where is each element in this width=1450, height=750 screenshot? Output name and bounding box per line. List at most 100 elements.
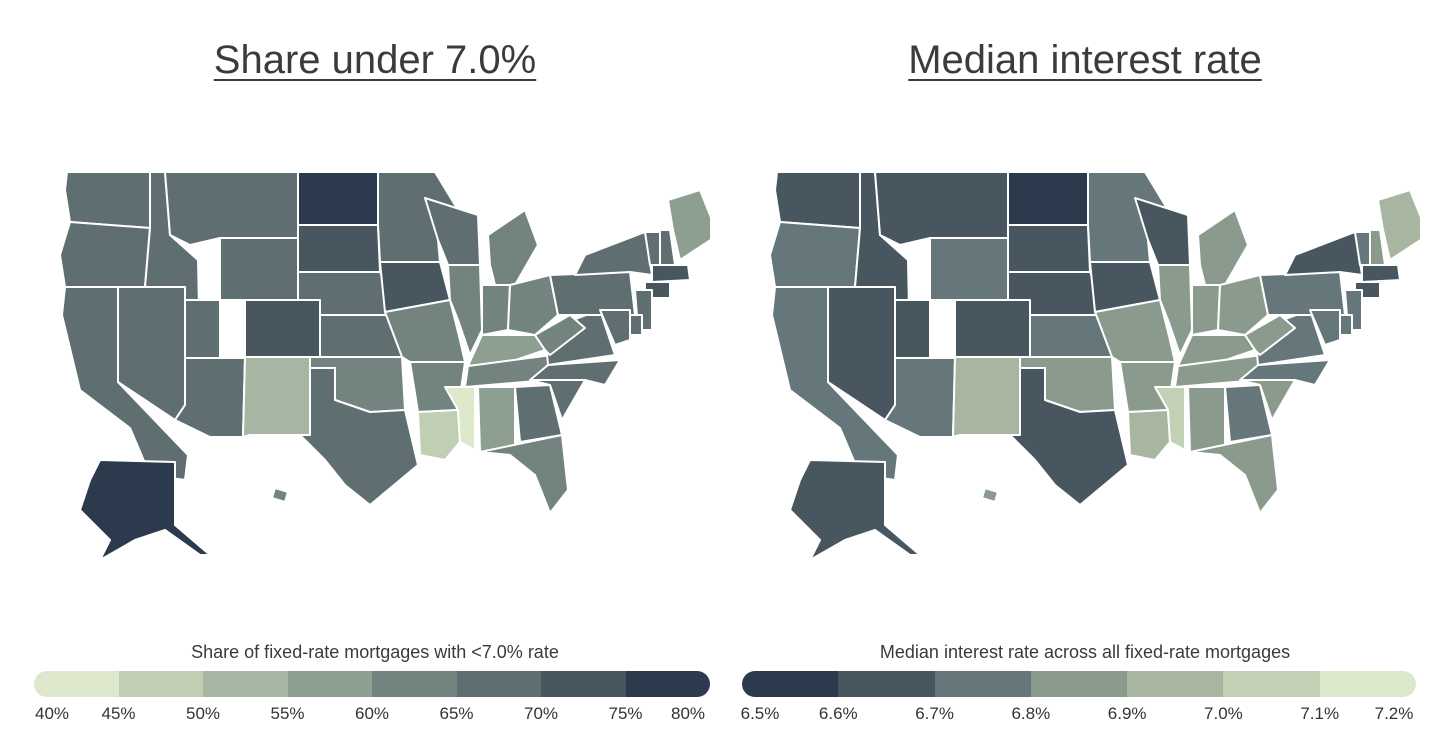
state-ak (789, 459, 921, 561)
state-oh (1217, 274, 1269, 336)
scale-swatch (1030, 671, 1128, 697)
state-al (1187, 386, 1226, 453)
scale-tick-label: 7.0% (1204, 704, 1243, 723)
map-title: Share under 7.0% (213, 38, 537, 82)
scale-swatch (838, 671, 935, 697)
state-pa (549, 271, 636, 316)
state-tx (249, 367, 419, 506)
scale-swatch (1223, 671, 1320, 697)
state-wv (1244, 314, 1296, 356)
state-wa (774, 171, 861, 229)
state-nc (529, 359, 621, 386)
scale-tick-label: 80% (670, 704, 706, 723)
state-md (599, 309, 631, 346)
scale-tick-label: 6.7% (915, 704, 954, 723)
scale-swatch (287, 671, 372, 697)
state-tx (959, 367, 1129, 506)
state-ky (467, 334, 546, 367)
state-la (1127, 409, 1171, 461)
state-md (1309, 309, 1341, 346)
state-wv (534, 314, 586, 356)
state-wa (64, 171, 151, 229)
scale-tick-label: 75% (608, 704, 643, 723)
state-ak (79, 459, 211, 561)
state-nh (1369, 229, 1386, 266)
state-wy (929, 237, 1009, 301)
scale-swatch (203, 671, 288, 697)
scale-tick-label: 6.6% (818, 704, 858, 723)
state-me (667, 189, 719, 261)
scale-swatch (934, 671, 1031, 697)
state-fl (1189, 434, 1279, 514)
scale-tick-label: 40% (34, 704, 70, 723)
state-ut (184, 299, 246, 361)
state-de (1339, 314, 1353, 336)
state-nd (297, 171, 379, 226)
state-in (481, 284, 511, 336)
scale-swatch (742, 671, 839, 697)
state-ut (894, 299, 956, 361)
scale-swatch (456, 671, 541, 697)
scale-tick-label: 70% (523, 704, 559, 723)
state-mi (487, 209, 539, 286)
scale-swatch (541, 671, 626, 697)
scale-swatch (118, 671, 203, 697)
state-hi (981, 487, 999, 503)
state-me (1377, 189, 1429, 261)
scale-tick-label: 7.2% (1374, 704, 1414, 723)
state-al (477, 386, 516, 453)
state-az (174, 357, 246, 438)
state-wy (219, 237, 299, 301)
state-de (629, 314, 643, 336)
state-ms (1154, 386, 1186, 451)
scale-tick-label: 55% (270, 704, 305, 723)
state-nd (1007, 171, 1089, 226)
us-choropleth-map (750, 150, 1429, 575)
state-pa (1259, 271, 1346, 316)
state-fl (479, 434, 569, 514)
scale-swatch (1319, 671, 1416, 697)
state-mt (874, 171, 1009, 246)
state-co (244, 299, 321, 358)
scale-tick-label: 65% (439, 704, 474, 723)
rate-panel: Median interest rate Median interest rat… (730, 0, 1440, 750)
state-la (417, 409, 461, 461)
state-ms (444, 386, 476, 451)
scale-tick-label: 45% (101, 704, 136, 723)
state-hi (271, 487, 289, 503)
color-scale-ticks: 6.5% 6.6% 6.7% 6.8% 6.9% 7.0% 7.1% 7.2% (740, 704, 1416, 728)
state-mi (1197, 209, 1249, 286)
state-ma (651, 264, 691, 283)
state-co (954, 299, 1031, 358)
state-ma (1361, 264, 1401, 283)
scale-tick-label: 60% (354, 704, 390, 723)
state-ny (574, 231, 653, 276)
state-nc (1239, 359, 1331, 386)
scale-tick-label: 50% (185, 704, 221, 723)
state-sd (297, 224, 381, 273)
state-oh (507, 274, 559, 336)
state-mt (164, 171, 299, 246)
scale-tick-label: 6.9% (1107, 704, 1147, 723)
state-sd (1007, 224, 1091, 273)
state-ny (1284, 231, 1363, 276)
state-il (1157, 264, 1193, 356)
state-in (1191, 284, 1221, 336)
legend-title: Share of fixed-rate mortgages with <7.0%… (191, 642, 559, 662)
scale-tick-label: 7.1% (1300, 704, 1340, 723)
state-az (884, 357, 956, 438)
scale-swatch (372, 671, 457, 697)
color-scale-ticks: 40% 45% 50% 55% 60% 65% 70% 75% 80% (34, 704, 710, 728)
state-nm (952, 356, 1021, 438)
map-svg (59, 171, 719, 561)
scale-swatch (1127, 671, 1224, 697)
color-scale-bar (34, 671, 710, 697)
map-title: Median interest rate (908, 38, 1262, 82)
legend-title: Median interest rate across all fixed-ra… (879, 642, 1291, 662)
scale-swatch (625, 671, 710, 697)
scale-tick-label: 6.5% (740, 704, 780, 723)
scale-swatch (34, 671, 119, 697)
state-ky (1177, 334, 1256, 367)
scale-tick-label: 6.8% (1011, 704, 1051, 723)
state-nm (242, 356, 311, 438)
